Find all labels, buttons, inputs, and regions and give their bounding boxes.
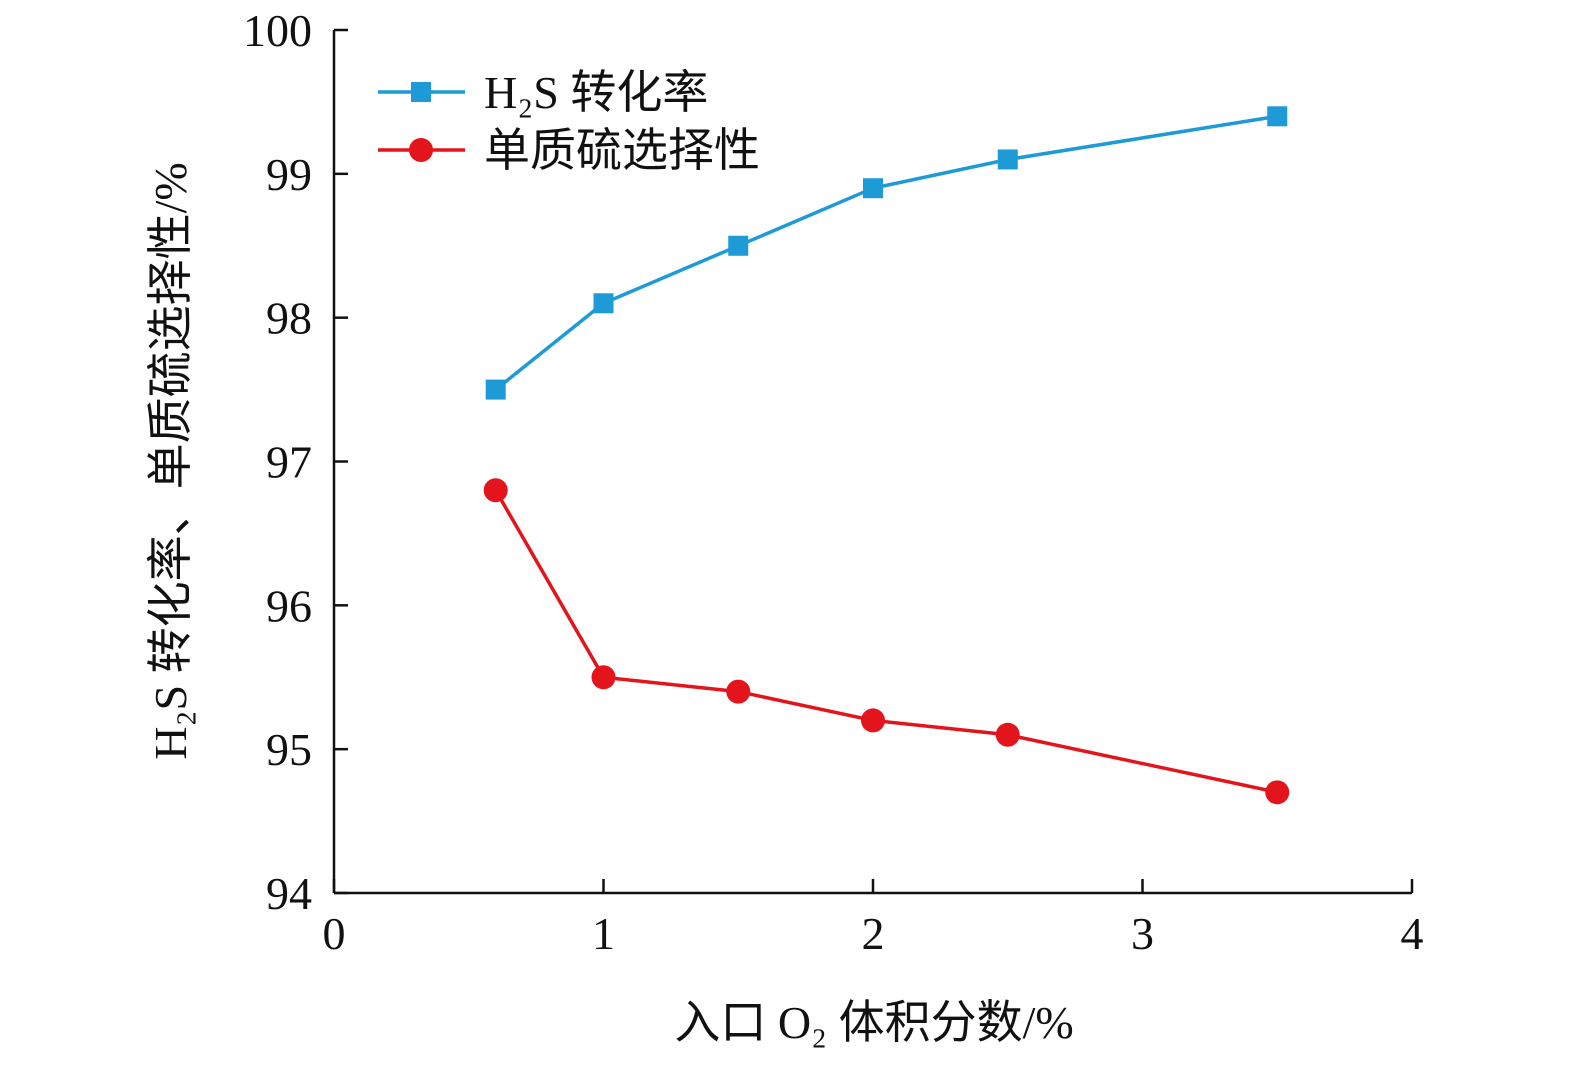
legend-marker-circle [409, 138, 433, 162]
legend-label: H₂S 转化率 [484, 67, 708, 118]
y-axis-title: H₂S 转化率、单质硫选择性/% [145, 162, 196, 759]
data-point-circle [861, 708, 885, 733]
axes: 94 95 96 97 98 99 100 0 1 2 3 4 [243, 5, 1424, 959]
data-point-square [728, 235, 749, 256]
series-2 [483, 478, 1290, 805]
series-1 [485, 106, 1288, 400]
data-point-square [863, 178, 883, 199]
data-point-circle [995, 722, 1020, 747]
x-tick-label: 1 [592, 908, 615, 959]
data-point-square [485, 379, 506, 400]
y-tick-label: 98 [266, 293, 312, 344]
x-tick-label: 4 [1401, 908, 1424, 959]
y-tick-label: 100 [243, 5, 312, 56]
data-point-square [997, 149, 1018, 170]
data-point-square [593, 293, 614, 314]
x-tick-label: 0 [323, 908, 346, 959]
legend-item-1: H₂S 转化率 [378, 67, 708, 118]
data-point-circle [726, 679, 751, 704]
x-tick-label: 2 [862, 908, 885, 959]
data-point-circle [591, 665, 616, 690]
y-tick-label: 95 [266, 724, 312, 775]
data-point-square [1267, 106, 1288, 127]
data-point-circle [483, 478, 508, 503]
legend-item-2: 单质硫选择性 [378, 125, 760, 176]
x-axis-title: 入口 O₂ 体积分数/% [674, 997, 1073, 1048]
legend-label: 单质硫选择性 [484, 125, 760, 176]
y-tick-label: 99 [266, 149, 312, 200]
y-tick-label: 96 [266, 580, 312, 631]
series-line [494, 114, 1278, 391]
legend-marker-square [411, 82, 431, 102]
series-line [494, 489, 1278, 795]
series-layer [483, 106, 1290, 805]
data-point-circle [1265, 780, 1290, 805]
x-tick-label: 3 [1131, 908, 1154, 959]
y-tick-label: 97 [266, 437, 312, 488]
y-tick-label: 94 [266, 868, 312, 919]
